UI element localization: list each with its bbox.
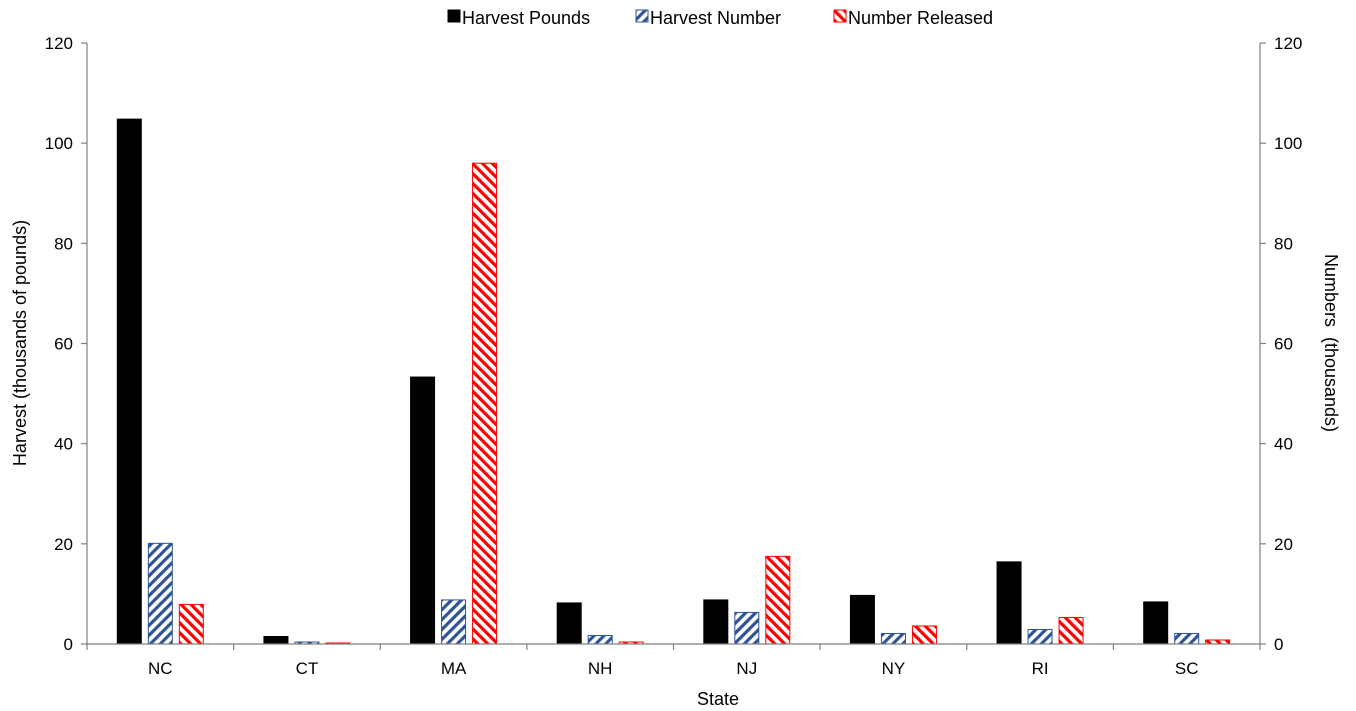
y-tick-label: 0 [64, 635, 73, 654]
bar-harvest-pounds-ny [849, 594, 875, 645]
bar-harvest-pounds-ri [996, 561, 1022, 645]
axes-group: 0 0 20 20 40 40 60 60 80 80 100 100 120 120 NC CT MA NH NJ… [45, 34, 1303, 678]
y-tick-label: 80 [54, 234, 73, 253]
legend-swatch-number-released [833, 9, 847, 23]
bar-harvest-pounds-nh [556, 602, 582, 645]
legend-swatch-harvest-number [635, 9, 649, 23]
x-tick-label: CT [296, 659, 319, 678]
y2-axis-title: Numbers (thousands) [1321, 254, 1341, 432]
bar-harvest-pounds-nj [703, 599, 729, 645]
legend: Harvest Pounds Harvest Number Number Relea… [447, 8, 993, 28]
bar-harvest-pounds-ct [263, 635, 289, 645]
y2-tick-label: 0 [1274, 635, 1283, 654]
x-tick-label: NH [588, 659, 613, 678]
x-axis-title: State [697, 689, 739, 709]
bar-number-released-ri [1058, 616, 1084, 645]
x-tick-label: MA [441, 659, 467, 678]
bar-harvest-number-nj [734, 611, 760, 645]
bars-group [116, 118, 1231, 645]
x-tick-label: NY [882, 659, 906, 678]
x-tick-label: RI [1032, 659, 1049, 678]
bar-number-released-nj [765, 555, 791, 645]
bar-harvest-number-ma [441, 599, 467, 645]
legend-swatch-harvest-pounds [447, 9, 461, 23]
bar-harvest-number-nc [147, 542, 173, 645]
x-tick-label: NC [148, 659, 173, 678]
y-tick-label: 120 [45, 34, 73, 53]
bar-harvest-number-nh [587, 634, 613, 645]
bar-harvest-number-ny [880, 632, 906, 645]
bar-harvest-number-sc [1174, 632, 1200, 645]
bar-harvest-pounds-sc [1143, 601, 1169, 645]
y2-tick-label: 80 [1274, 234, 1293, 253]
legend-label-harvest-number: Harvest Number [650, 8, 781, 28]
legend-label-harvest-pounds: Harvest Pounds [462, 8, 590, 28]
y2-tick-label: 60 [1274, 335, 1293, 354]
bar-number-released-ma [472, 162, 498, 645]
bar-number-released-ny [911, 625, 937, 645]
y-tick-label: 20 [54, 535, 73, 554]
legend-label-number-released: Number Released [848, 8, 993, 28]
bar-number-released-sc [1205, 639, 1231, 645]
y2-tick-label: 120 [1274, 34, 1302, 53]
y2-tick-label: 100 [1274, 134, 1302, 153]
x-tick-label: SC [1175, 659, 1199, 678]
y-tick-label: 40 [54, 435, 73, 454]
y-tick-label: 100 [45, 134, 73, 153]
bar-harvest-pounds-ma [410, 376, 436, 645]
bar-harvest-pounds-nc [116, 118, 142, 645]
y2-tick-label: 20 [1274, 535, 1293, 554]
bar-number-released-nc [178, 603, 204, 645]
y-tick-label: 60 [54, 335, 73, 354]
y2-tick-label: 40 [1274, 435, 1293, 454]
bar-harvest-number-ri [1027, 628, 1053, 645]
x-tick-label: NJ [736, 659, 757, 678]
y-axis-title: Harvest (thousands of pounds) [10, 220, 30, 466]
